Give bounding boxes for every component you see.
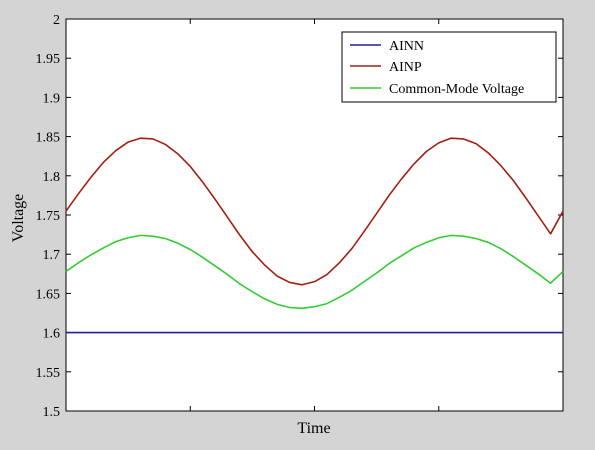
y-tick-label: 1.95 — [36, 52, 61, 67]
legend: AINN AINP Common-Mode Voltage — [341, 31, 557, 103]
y-tick-label: 1.9 — [43, 91, 61, 106]
y-axis-label: Voltage — [10, 194, 27, 243]
y-tick-label: 1.5 — [43, 405, 61, 420]
y-tick-label: 1.65 — [36, 287, 61, 302]
series-layer — [65, 137, 564, 334]
x-axis-ticks — [65, 19, 564, 411]
legend-label-ainn: AINN — [389, 39, 424, 54]
series-line-common-mode-voltage — [65, 234, 564, 310]
y-tick-label: 1.7 — [43, 248, 61, 263]
y-axis-ticks: 1.5 1.55 1.6 1.65 1.7 1.75 1.8 1.85 1.9 1.95 2 — [36, 13, 563, 420]
y-tick-label: 1.8 — [43, 170, 61, 185]
y-tick-label: 1.6 — [43, 327, 61, 342]
x-axis-label: Time — [297, 420, 330, 437]
y-tick-label: 1.75 — [36, 209, 61, 224]
series-line-ainp — [65, 137, 564, 286]
legend-label-ainp: AINP — [389, 60, 422, 75]
legend-label-common-mode-voltage: Common-Mode Voltage — [389, 82, 524, 97]
y-tick-label: 1.85 — [36, 131, 61, 146]
legend-box — [341, 31, 557, 103]
y-tick-label: 1.55 — [36, 366, 61, 381]
y-tick-label: 2 — [53, 13, 60, 28]
